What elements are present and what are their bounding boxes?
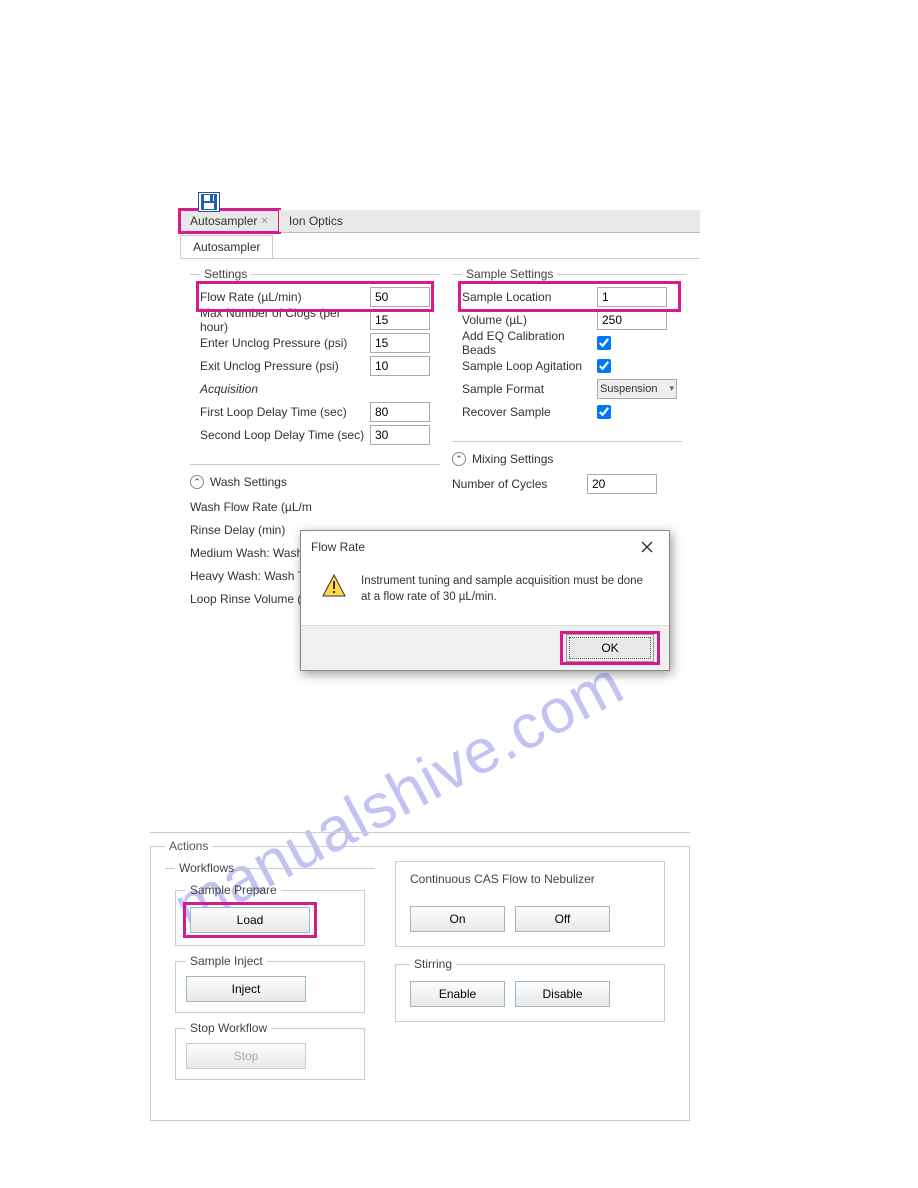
close-icon[interactable] bbox=[635, 537, 659, 557]
main-tab-strip: Autosampler × Ion Optics bbox=[180, 210, 700, 233]
stop-workflow-group: Stop Workflow Stop bbox=[175, 1021, 365, 1080]
load-button[interactable]: Load bbox=[190, 907, 310, 933]
first-loop-label: First Loop Delay Time (sec) bbox=[200, 405, 370, 419]
wash-settings-header[interactable]: ⌃ Wash Settings bbox=[190, 473, 440, 495]
tab-autosampler-label: Autosampler bbox=[190, 214, 257, 228]
workflows-group: Workflows Sample Prepare Load Sample Inj… bbox=[165, 861, 375, 1098]
flow-rate-label: Flow Rate (µL/min) bbox=[200, 290, 370, 304]
cas-on-button[interactable]: On bbox=[410, 906, 505, 932]
actions-group: Actions Workflows Sample Prepare Load Sa… bbox=[150, 839, 690, 1121]
sample-location-row: Sample Location bbox=[462, 285, 677, 308]
agitation-checkbox[interactable] bbox=[597, 359, 611, 373]
cycles-input[interactable] bbox=[587, 474, 657, 494]
exit-unclog-input[interactable] bbox=[370, 356, 430, 376]
second-loop-label: Second Loop Delay Time (sec) bbox=[200, 428, 370, 442]
actions-legend: Actions bbox=[165, 839, 212, 853]
volume-label: Volume (µL) bbox=[462, 313, 597, 327]
cas-flow-label: Continuous CAS Flow to Nebulizer bbox=[410, 872, 650, 886]
sub-tab-strip: Autosampler bbox=[180, 235, 700, 259]
first-loop-input[interactable] bbox=[370, 402, 430, 422]
cas-off-button[interactable]: Off bbox=[515, 906, 610, 932]
flow-rate-dialog: Flow Rate Instrument tuning and sample a… bbox=[300, 530, 670, 671]
stop-button: Stop bbox=[186, 1043, 306, 1069]
cycles-label: Number of Cycles bbox=[452, 477, 587, 491]
recover-label: Recover Sample bbox=[462, 405, 597, 419]
sample-location-label: Sample Location bbox=[462, 290, 597, 304]
ok-button[interactable]: OK bbox=[569, 637, 651, 659]
sample-prepare-group: Sample Prepare Load bbox=[175, 883, 365, 946]
close-icon[interactable]: × bbox=[261, 215, 267, 227]
settings-legend: Settings bbox=[200, 267, 251, 281]
dialog-title: Flow Rate bbox=[311, 540, 365, 554]
sample-settings-group: Sample Settings Sample Location Volume (… bbox=[452, 267, 687, 433]
flow-rate-input[interactable] bbox=[370, 287, 430, 307]
chevron-down-icon: ▾ bbox=[669, 383, 674, 394]
add-beads-checkbox[interactable] bbox=[597, 336, 611, 350]
enable-button[interactable]: Enable bbox=[410, 981, 505, 1007]
warning-icon bbox=[321, 573, 347, 599]
enter-unclog-input[interactable] bbox=[370, 333, 430, 353]
max-clogs-input[interactable] bbox=[370, 310, 430, 330]
chevron-up-icon: ⌃ bbox=[190, 475, 204, 489]
tab-ion-optics-label: Ion Optics bbox=[289, 214, 343, 228]
agitation-label: Sample Loop Agitation bbox=[462, 359, 597, 373]
stirring-group: Stirring Enable Disable bbox=[395, 957, 665, 1022]
add-beads-label: Add EQ Calibration Beads bbox=[462, 329, 597, 357]
save-icon[interactable] bbox=[198, 192, 220, 212]
recover-checkbox[interactable] bbox=[597, 405, 611, 419]
exit-unclog-label: Exit Unclog Pressure (psi) bbox=[200, 359, 370, 373]
workflows-legend: Workflows bbox=[175, 861, 238, 875]
inject-button[interactable]: Inject bbox=[186, 976, 306, 1002]
chevron-up-icon: ⌃ bbox=[452, 452, 466, 466]
sample-settings-legend: Sample Settings bbox=[462, 267, 557, 281]
sample-inject-group: Sample Inject Inject bbox=[175, 954, 365, 1013]
sample-location-input[interactable] bbox=[597, 287, 667, 307]
enter-unclog-label: Enter Unclog Pressure (psi) bbox=[200, 336, 370, 350]
volume-input[interactable] bbox=[597, 310, 667, 330]
format-select[interactable]: Suspension ▾ bbox=[597, 379, 677, 399]
mixing-header[interactable]: ⌃ Mixing Settings bbox=[452, 450, 682, 472]
sub-tab-autosampler[interactable]: Autosampler bbox=[180, 235, 273, 258]
dialog-message: Instrument tuning and sample acquisition… bbox=[361, 573, 653, 605]
cas-flow-group: Continuous CAS Flow to Nebulizer On Off bbox=[395, 861, 665, 947]
wash-flow-label: Wash Flow Rate (µL/m bbox=[190, 500, 360, 514]
tab-ion-optics[interactable]: Ion Optics bbox=[279, 210, 353, 232]
disable-button[interactable]: Disable bbox=[515, 981, 610, 1007]
max-clogs-label: Max Number of Clogs (per hour) bbox=[200, 306, 370, 334]
format-label: Sample Format bbox=[462, 382, 597, 396]
settings-group: Settings Flow Rate (µL/min) Max Number o… bbox=[190, 267, 440, 456]
tab-autosampler[interactable]: Autosampler × bbox=[180, 210, 279, 232]
second-loop-input[interactable] bbox=[370, 425, 430, 445]
acquisition-header: Acquisition bbox=[200, 382, 370, 396]
